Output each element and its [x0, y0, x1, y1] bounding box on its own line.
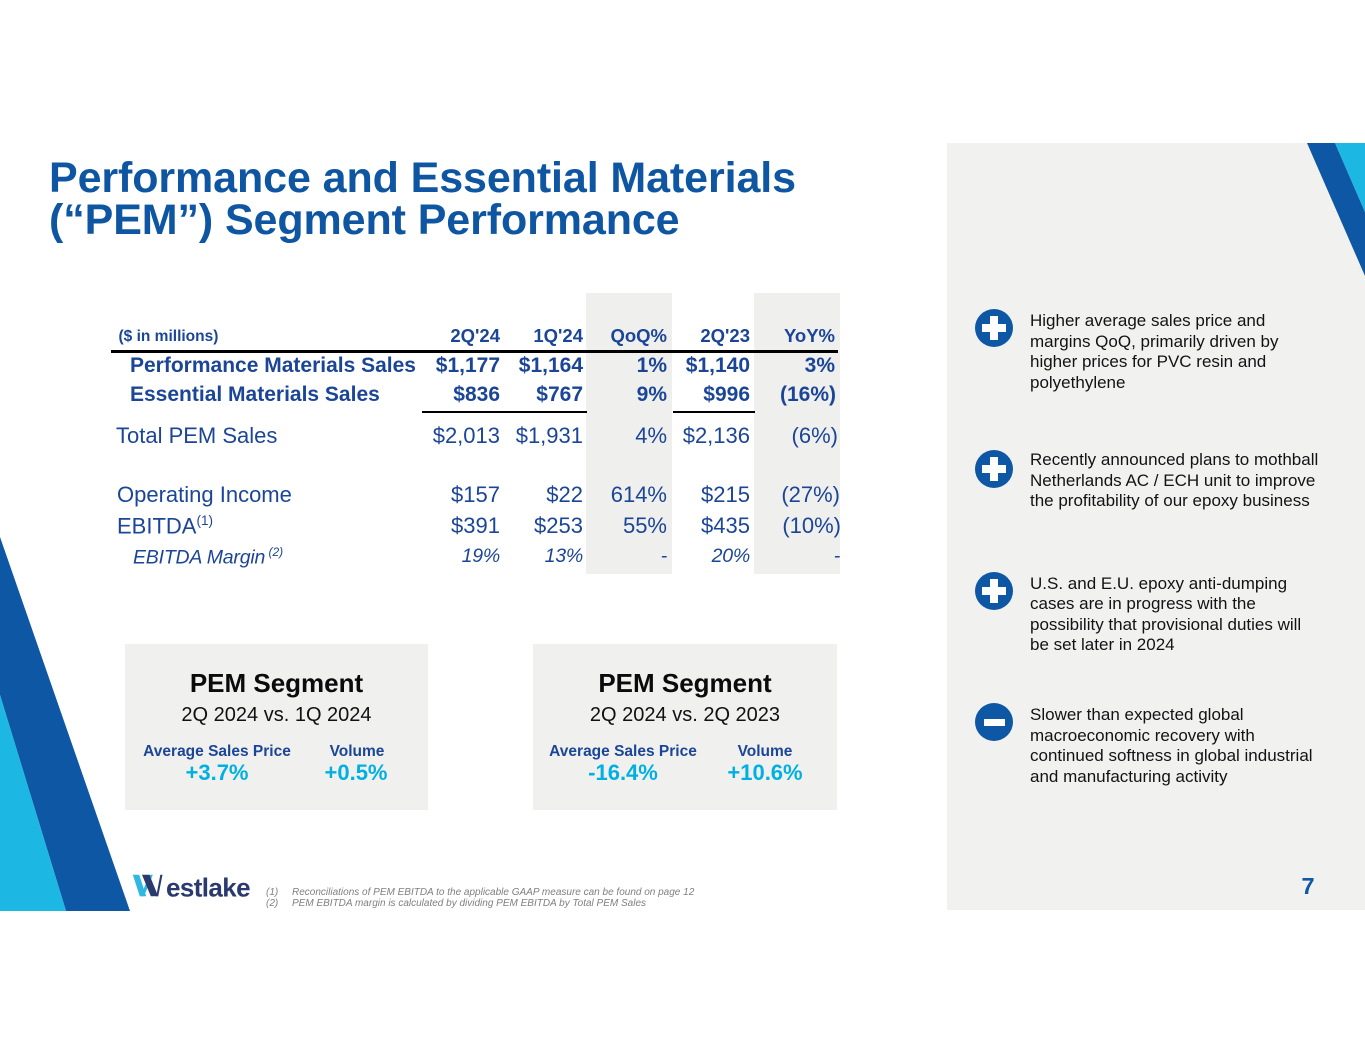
svg-text:estlake: estlake	[166, 872, 250, 902]
